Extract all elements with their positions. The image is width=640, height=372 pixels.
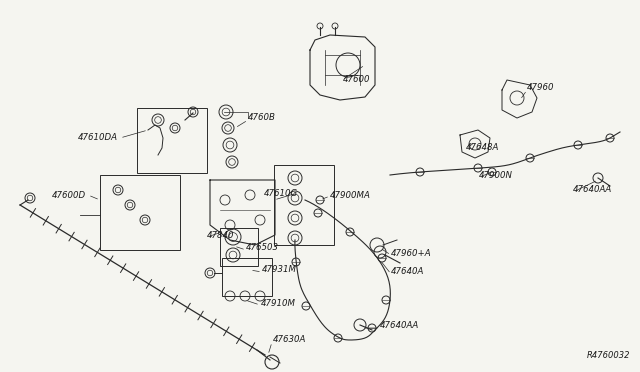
- Text: 47630A: 47630A: [273, 336, 307, 344]
- Text: R4760032: R4760032: [586, 351, 630, 360]
- Bar: [137, 108, 207, 173]
- Text: 47640A: 47640A: [391, 267, 424, 276]
- Text: 47960: 47960: [527, 83, 554, 93]
- Text: 47900N: 47900N: [479, 170, 513, 180]
- Text: 47610DA: 47610DA: [78, 134, 118, 142]
- Text: 47910M: 47910M: [261, 298, 296, 308]
- Text: 47840: 47840: [207, 231, 234, 240]
- Text: 47640AA: 47640AA: [380, 321, 419, 330]
- Text: 47600: 47600: [343, 76, 371, 84]
- Text: 4760B: 4760B: [248, 113, 276, 122]
- Text: 476503: 476503: [246, 244, 279, 253]
- Text: 47600D: 47600D: [52, 190, 86, 199]
- Bar: [100, 175, 180, 250]
- Text: 47648A: 47648A: [466, 142, 499, 151]
- Bar: [274, 165, 334, 245]
- Bar: [220, 228, 258, 266]
- Text: 47640AA: 47640AA: [573, 186, 612, 195]
- Text: 47610G: 47610G: [264, 189, 298, 198]
- Text: 47931M: 47931M: [262, 266, 297, 275]
- Bar: [222, 258, 272, 296]
- Text: 47960+A: 47960+A: [391, 248, 431, 257]
- Text: 47900MA: 47900MA: [330, 192, 371, 201]
